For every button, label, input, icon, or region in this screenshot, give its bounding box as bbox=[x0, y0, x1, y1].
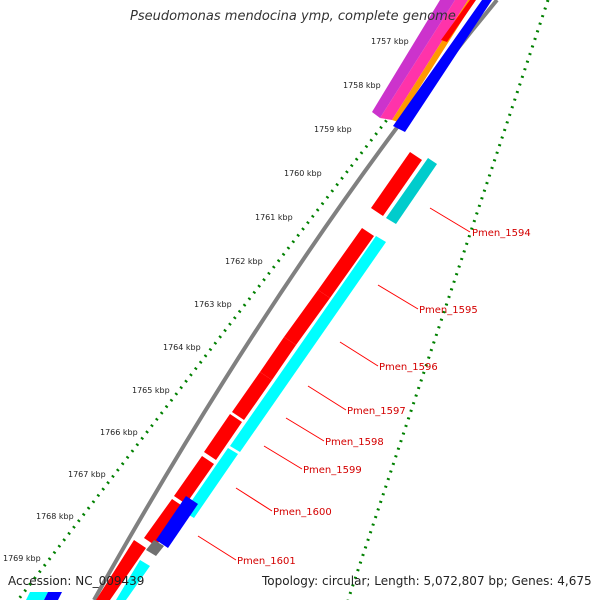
gene-label-pmen-1595: Pmen_1595 bbox=[419, 305, 478, 316]
gene-label-pmen-1596: Pmen_1596 bbox=[379, 362, 438, 373]
tick-label-1765: 1765 kbp bbox=[132, 386, 170, 395]
tick-labels: 1757 kbp 1758 kbp 1759 kbp 1760 kbp 1761… bbox=[3, 37, 409, 563]
tick-label-1766: 1766 kbp bbox=[100, 428, 138, 437]
forward-cds-8 bbox=[144, 499, 184, 546]
rna-blue bbox=[156, 496, 198, 548]
gene-label-pmen-1597: Pmen_1597 bbox=[347, 406, 406, 417]
reverse-cds-3 bbox=[184, 448, 238, 518]
tick-label-1759: 1759 kbp bbox=[314, 125, 352, 134]
tick-label-1763: 1763 kbp bbox=[194, 300, 232, 309]
gene-label-pmen-1600: Pmen_1600 bbox=[273, 507, 332, 518]
gene-label-pmen-1598: Pmen_1598 bbox=[325, 437, 384, 448]
tick-label-1768: 1768 kbp bbox=[36, 512, 74, 521]
forward-cds-9 bbox=[96, 540, 146, 600]
gene-labels: Pmen_1594 Pmen_1595 Pmen_1596 Pmen_1597 … bbox=[237, 228, 531, 567]
gene-label-lines bbox=[197, 207, 471, 561]
tick-label-1764: 1764 kbp bbox=[163, 343, 201, 352]
gene-label-pmen-1601: Pmen_1601 bbox=[237, 556, 296, 567]
map-title: Pseudomonas mendocina ymp, complete geno… bbox=[130, 9, 456, 24]
forward-cds-7 bbox=[174, 456, 214, 504]
reverse-cds-1 bbox=[386, 158, 437, 224]
tick-label-1757: 1757 kbp bbox=[371, 37, 409, 46]
bottom-band-cyan bbox=[26, 592, 48, 600]
genome-stats-label: Topology: circular; Length: 5,072,807 bp… bbox=[262, 574, 592, 588]
gene-line-1596 bbox=[339, 341, 379, 367]
gene-line-1597 bbox=[307, 385, 347, 411]
tick-label-1762: 1762 kbp bbox=[225, 257, 263, 266]
rna-grey bbox=[146, 540, 164, 556]
gene-label-pmen-1594: Pmen_1594 bbox=[472, 228, 531, 239]
forward-cds-5 bbox=[232, 372, 272, 420]
reverse-cds-2 bbox=[230, 236, 386, 452]
gc-dotted-line-outer bbox=[346, 0, 550, 600]
forward-cds-3 bbox=[284, 290, 330, 345]
gene-line-1598 bbox=[285, 417, 325, 442]
tick-label-1758: 1758 kbp bbox=[343, 81, 381, 90]
tick-label-1767: 1767 kbp bbox=[68, 470, 106, 479]
forward-cds-6 bbox=[204, 414, 242, 460]
forward-cds-2 bbox=[318, 228, 374, 298]
top-band-magenta bbox=[380, 0, 468, 120]
forward-cds-1 bbox=[371, 152, 422, 216]
tick-label-1761: 1761 kbp bbox=[255, 213, 293, 222]
top-band-purple bbox=[372, 0, 455, 118]
tick-label-1760: 1760 kbp bbox=[284, 169, 322, 178]
gene-line-1599 bbox=[263, 445, 303, 470]
bottom-band-blue bbox=[44, 592, 62, 600]
gene-line-1600 bbox=[235, 487, 273, 512]
tick-label-1769: 1769 kbp bbox=[3, 554, 41, 563]
gene-line-1595 bbox=[377, 284, 419, 310]
top-band-red bbox=[441, 0, 476, 42]
gene-line-1601 bbox=[197, 535, 237, 561]
reverse-cds-4 bbox=[116, 560, 150, 600]
forward-cds-4 bbox=[260, 337, 296, 380]
accession-label: Accession: NC_009439 bbox=[8, 574, 145, 588]
gene-line-1594 bbox=[429, 207, 471, 233]
gene-label-pmen-1599: Pmen_1599 bbox=[303, 465, 362, 476]
top-band-blue bbox=[393, 0, 492, 132]
